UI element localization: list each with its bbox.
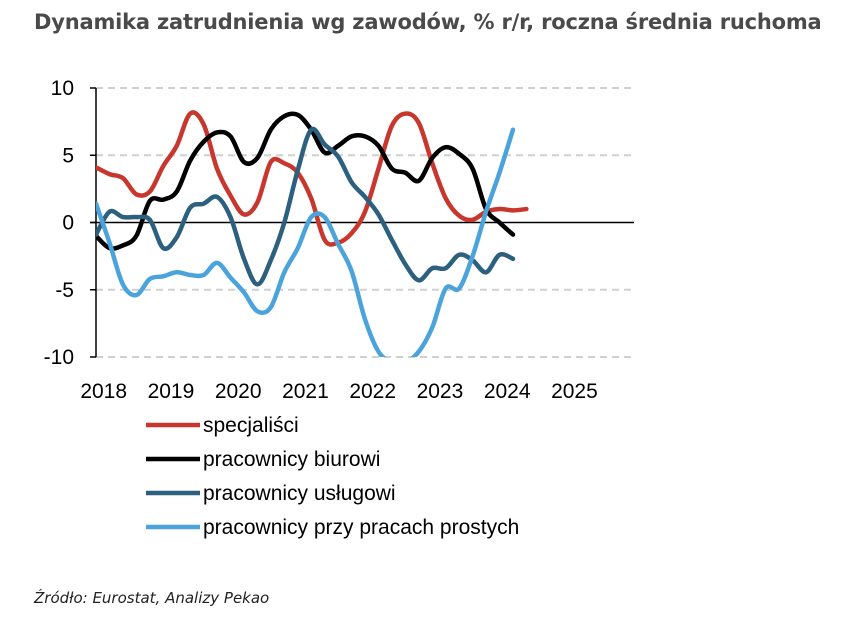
y-tick-label: 10 bbox=[51, 77, 74, 100]
series-line-4 bbox=[96, 127, 516, 357]
chart-title: Dynamika zatrudnienia wg zawodów, % r/r,… bbox=[34, 10, 822, 34]
y-tick-label: -10 bbox=[44, 346, 74, 369]
x-tick-label: 2020 bbox=[215, 380, 262, 403]
series-line-3 bbox=[96, 126, 516, 287]
legend-label: pracownicy usługowi bbox=[203, 482, 396, 505]
axes: 10 5 0 -5 -10 2018 2019 2020 2021 2022 2023 2024 202… bbox=[44, 77, 634, 403]
gridlines bbox=[96, 87, 634, 358]
legend-label: specjaliści bbox=[203, 414, 299, 437]
x-tick-label: 2022 bbox=[349, 380, 396, 403]
x-tick-label: 2025 bbox=[551, 380, 598, 403]
series-lines bbox=[96, 110, 529, 357]
legend-label: pracownicy przy pracach prostych bbox=[203, 516, 519, 539]
legend-label: pracownicy biurowi bbox=[203, 448, 380, 471]
source-note: Źródło: Eurostat, Analizy Pekao bbox=[34, 589, 270, 607]
x-tick-label: 2018 bbox=[80, 380, 127, 403]
x-tick-label: 2023 bbox=[417, 380, 464, 403]
x-tick-label: 2024 bbox=[484, 380, 531, 403]
y-tick-label: 5 bbox=[62, 144, 74, 167]
series-line-2 bbox=[96, 111, 516, 251]
y-tick-label: -5 bbox=[55, 279, 74, 302]
x-tick-label: 2019 bbox=[148, 380, 195, 403]
legend: specjaliści pracownicy biurowi pracownicy … bbox=[146, 414, 519, 539]
x-tick-label: 2021 bbox=[282, 380, 329, 403]
y-tick-label: 0 bbox=[62, 212, 74, 235]
series-line-1 bbox=[96, 110, 529, 247]
